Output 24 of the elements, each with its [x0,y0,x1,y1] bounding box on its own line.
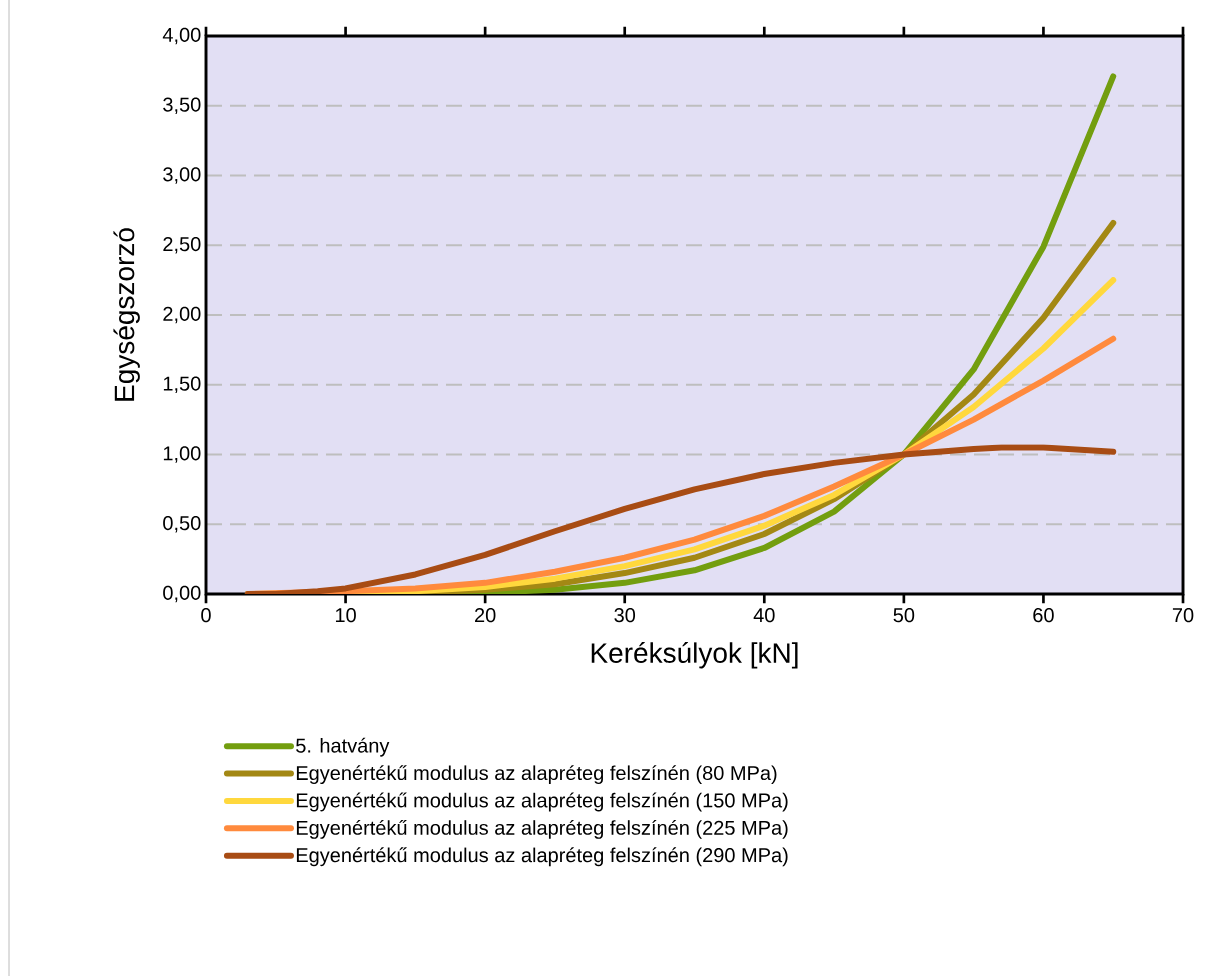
y-tick-label: 4,00 [162,27,201,45]
y-axis-title: Egységszorzó [113,228,140,401]
y-tick-label: 3,50 [163,97,201,114]
y-tick-label: 1,50 [163,376,201,393]
x-tick-label: 60 [1033,608,1054,623]
y-tick-label: 0,50 [163,515,201,533]
y-tick-label: 1,00 [163,446,201,463]
x-tick-label: 70 [1172,608,1194,623]
y-tick-label: 2,00 [163,306,201,324]
legend-label: Egyenértékű modulus az alapréteg felszínén (225 MPa) [296,819,788,839]
x-tick-label: 40 [753,608,775,623]
x-tick-label: 50 [893,608,915,623]
x-tick-label: 10 [335,608,356,623]
x-tick-label: 30 [614,608,636,623]
legend-label: Egyenértékű modulus az alapréteg felszínén (290 MPa) [296,847,788,867]
x-tick-label: 0 [201,608,211,623]
legend-label: Egyenértékű modulus az alapréteg felszínén (150 MPa) [296,792,788,812]
legend-label: Egyenértékű modulus az alapréteg felszínén (80 MPa) [296,765,777,785]
x-axis-title: Keréksúlyok [kN] [591,642,798,669]
y-tick-label: 3,00 [163,167,201,184]
x-tick-label: 20 [475,608,496,623]
y-tick-label: 2,50 [163,236,201,254]
legend-label: 5. hatvány [296,737,390,757]
y-tick-label: 0,00 [163,585,201,603]
